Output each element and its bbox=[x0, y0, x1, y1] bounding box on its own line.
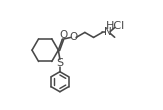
Text: O: O bbox=[69, 32, 77, 42]
Text: N: N bbox=[104, 27, 112, 37]
Text: S: S bbox=[56, 58, 63, 68]
Text: HCl: HCl bbox=[106, 21, 125, 31]
Text: O: O bbox=[59, 30, 67, 40]
